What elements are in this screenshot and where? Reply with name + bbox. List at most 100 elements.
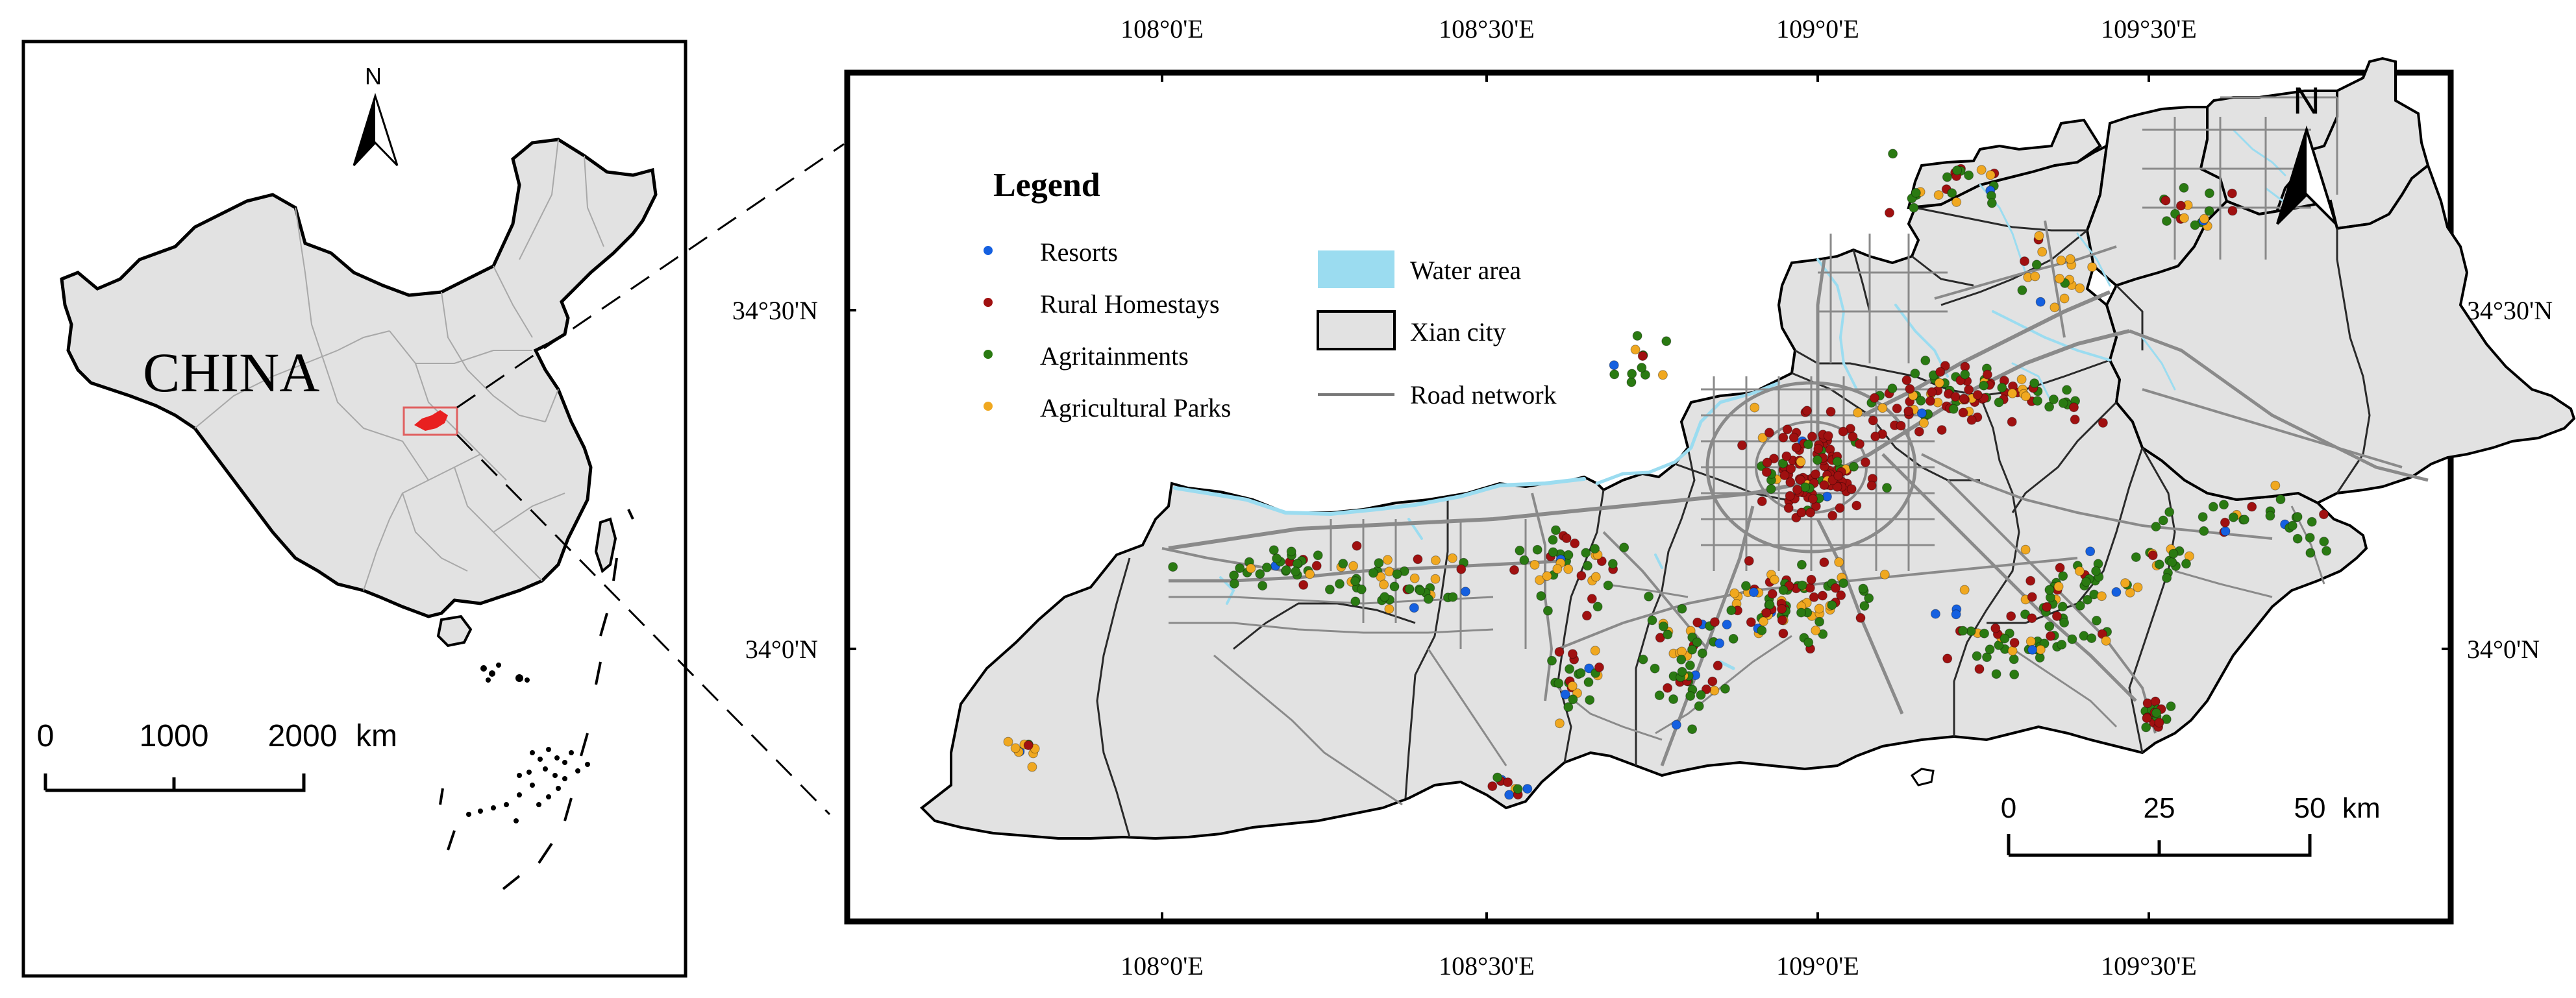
poi-resort <box>1409 603 1419 613</box>
legend-swatch-xian-city <box>1317 310 1396 350</box>
graticule-labels: 108°0'E 108°30'E 109°0'E 109°30'E 108°0'… <box>732 14 2553 980</box>
poi-agritainment <box>1911 188 1921 198</box>
poi-rural-homestay <box>1809 592 1819 602</box>
poi-rural-homestay <box>2319 509 2329 520</box>
poi-agritainment <box>1404 584 1415 594</box>
poi-agritainment <box>2057 639 2067 650</box>
poi-agritainment <box>1797 580 1807 590</box>
poi-agritainment <box>2044 402 2055 412</box>
poi-points <box>1003 149 2332 800</box>
poi-agricultural-park <box>2053 581 2064 592</box>
poi-agricultural-park <box>1933 190 1944 201</box>
poi-agricultural-park <box>1554 718 1565 729</box>
poi-rural-homestay <box>2175 201 2186 211</box>
poi-agritainment <box>1979 380 1989 391</box>
poi-agritainment <box>1235 563 1245 574</box>
poi-agritainment <box>1858 583 1868 594</box>
poi-agritainment <box>1551 525 1561 535</box>
country-label: CHINA <box>143 341 319 404</box>
poi-rural-homestay <box>2154 718 2164 728</box>
poi-rural-homestay <box>1852 500 1862 511</box>
poi-agritainment <box>2199 526 2209 536</box>
poi-rural-homestay <box>1581 611 1592 621</box>
poi-rural-homestay <box>1298 579 1309 590</box>
poi-agritainment <box>1548 547 1558 557</box>
poi-rural-homestay <box>1974 664 1985 674</box>
poi-agricultural-park <box>2270 480 2281 491</box>
poi-agritainment <box>1638 654 1648 664</box>
poi-agritainment <box>1813 455 1822 465</box>
poi-rural-homestay <box>1914 426 1924 437</box>
poi-agritainment <box>2219 500 2229 510</box>
poi-resort <box>1822 491 1832 502</box>
poi-rural-homestay <box>1789 432 1799 443</box>
poi-rural-homestay <box>1942 653 1953 664</box>
poi-rural-homestay <box>2007 417 2017 427</box>
poi-agricultural-park <box>2007 388 2018 398</box>
poi-agritainment <box>1592 602 1603 612</box>
poi-agritainment <box>2179 182 2189 193</box>
graticule-ticks <box>847 73 2451 921</box>
poi-agritainment <box>1654 690 1665 701</box>
poi-agritainment <box>1676 654 1687 664</box>
poi-agricultural-park <box>2056 255 2066 265</box>
poi-agritainment <box>1687 644 1697 655</box>
poi-rural-homestay <box>2227 206 2238 216</box>
lon-label-bottom-0: 108°0'E <box>1121 951 1204 980</box>
poi-agritainment <box>1619 542 1629 553</box>
poi-rural-homestay <box>1785 477 1796 487</box>
poi-agricultural-park <box>1535 575 1545 585</box>
main-scale-bar: 0 25 50 km <box>2001 792 2381 857</box>
poi-agritainment <box>1685 660 1695 670</box>
poi-rural-homestay <box>1509 565 1519 575</box>
legend-item-water-area: Water area <box>1318 250 1521 288</box>
legend-label-rural-homestays: Rural Homestays <box>1040 289 1220 319</box>
poi-resort <box>1460 587 1470 597</box>
poi-agritainment <box>2322 546 2332 556</box>
poi-agricultural-park <box>1709 685 1720 696</box>
poi-agricultural-park <box>2037 247 2048 257</box>
legend-item-agritainments: Agritainments <box>984 341 1189 371</box>
poi-agritainment <box>2062 385 2072 395</box>
poi-agritainment <box>2307 517 2317 527</box>
poi-agritainment <box>2081 577 2091 587</box>
poi-agritainment <box>2044 585 2055 595</box>
poi-resort <box>1671 720 1681 730</box>
poi-agricultural-park <box>1750 402 1760 413</box>
poi-agritainment <box>1513 784 1523 794</box>
poi-agritainment <box>2000 633 2010 644</box>
poi-agricultural-park <box>1431 555 1441 566</box>
poi-agricultural-park <box>1542 571 1552 581</box>
poi-rural-homestay <box>1855 613 1866 623</box>
poi-agricultural-park <box>1383 555 1393 565</box>
lon-label-bottom-3: 109°30'E <box>2101 951 2197 980</box>
poi-rural-homestay <box>2042 602 2052 612</box>
poi-agricultural-park <box>1430 574 1441 584</box>
main-north-label: N <box>2293 80 2320 122</box>
poi-agritainment <box>1796 607 1806 618</box>
poi-agritainment <box>1583 677 1594 687</box>
poi-resort <box>1609 360 1619 371</box>
poi-rural-homestay <box>1576 570 1587 581</box>
poi-rural-homestay <box>1761 607 1772 618</box>
poi-rural-homestay <box>2142 698 2153 709</box>
poi-rural-homestay <box>1311 561 1322 571</box>
poi-agritainment <box>1603 580 1613 590</box>
poi-agritainment <box>1548 535 1558 545</box>
poi-agritainment <box>1632 331 1642 341</box>
poi-rural-homestay <box>1777 615 1787 626</box>
poi-rural-homestay <box>1819 557 1829 568</box>
south-china-sea-islands <box>466 663 590 823</box>
poi-rural-homestay <box>1709 617 1720 627</box>
poi-agritainment <box>1814 616 1825 627</box>
poi-resort <box>1522 784 1533 794</box>
poi-agritainment <box>1576 668 1586 678</box>
poi-agricultural-park <box>2075 283 2085 293</box>
poi-rural-homestay <box>1972 390 1983 400</box>
poi-agritainment <box>1685 691 1696 701</box>
poi-agritainment <box>1585 695 1595 705</box>
poi-agritainment <box>1960 369 1970 380</box>
poi-agritainment <box>2265 511 2275 521</box>
poi-agritainment <box>2091 566 2101 576</box>
